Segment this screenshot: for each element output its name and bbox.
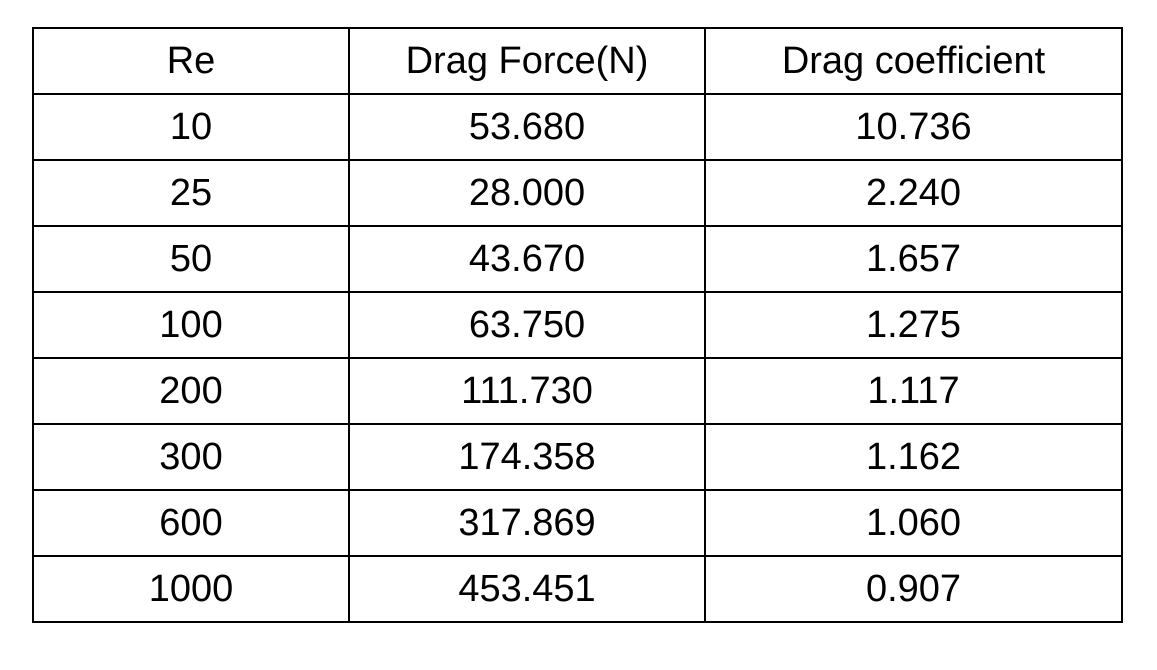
re-cell: 200 bbox=[32, 357, 350, 425]
table-row: 200 111.730 1.117 bbox=[32, 357, 1123, 425]
drag-force-cell: 174.358 bbox=[348, 423, 706, 491]
drag-force-cell: 317.869 bbox=[348, 489, 706, 557]
re-cell: 1000 bbox=[32, 555, 350, 623]
drag-coefficient-cell: 0.907 bbox=[704, 555, 1123, 623]
re-cell: 25 bbox=[32, 159, 350, 227]
re-cell: 50 bbox=[32, 225, 350, 293]
drag-coefficient-cell: 1.657 bbox=[704, 225, 1123, 293]
drag-force-cell: 28.000 bbox=[348, 159, 706, 227]
drag-coefficient-cell: 1.162 bbox=[704, 423, 1123, 491]
table-row: 25 28.000 2.240 bbox=[32, 159, 1123, 227]
drag-coefficient-cell: 1.117 bbox=[704, 357, 1123, 425]
table-row: 600 317.869 1.060 bbox=[32, 489, 1123, 557]
drag-coefficient-cell: 1.275 bbox=[704, 291, 1123, 359]
table-row: 50 43.670 1.657 bbox=[32, 225, 1123, 293]
table-row: 100 63.750 1.275 bbox=[32, 291, 1123, 359]
re-cell: 300 bbox=[32, 423, 350, 491]
re-cell: 600 bbox=[32, 489, 350, 557]
drag-force-cell: 43.670 bbox=[348, 225, 706, 293]
header-cell-re: Re bbox=[32, 27, 350, 95]
table-row: 1000 453.451 0.907 bbox=[32, 555, 1123, 623]
re-cell: 10 bbox=[32, 93, 350, 161]
drag-coefficient-cell: 2.240 bbox=[704, 159, 1123, 227]
drag-force-cell: 63.750 bbox=[348, 291, 706, 359]
header-cell-drag-coefficient: Drag coefficient bbox=[704, 27, 1123, 95]
drag-coefficient-cell: 1.060 bbox=[704, 489, 1123, 557]
data-table: Re Drag Force(N) Drag coefficient 10 53.… bbox=[32, 27, 1123, 623]
table-row: 300 174.358 1.162 bbox=[32, 423, 1123, 491]
drag-force-cell: 53.680 bbox=[348, 93, 706, 161]
drag-force-cell: 453.451 bbox=[348, 555, 706, 623]
table-row: 10 53.680 10.736 bbox=[32, 93, 1123, 161]
header-row: Re Drag Force(N) Drag coefficient bbox=[32, 27, 1123, 95]
header-cell-drag-force: Drag Force(N) bbox=[348, 27, 706, 95]
drag-coefficient-cell: 10.736 bbox=[704, 93, 1123, 161]
drag-force-cell: 111.730 bbox=[348, 357, 706, 425]
re-cell: 100 bbox=[32, 291, 350, 359]
